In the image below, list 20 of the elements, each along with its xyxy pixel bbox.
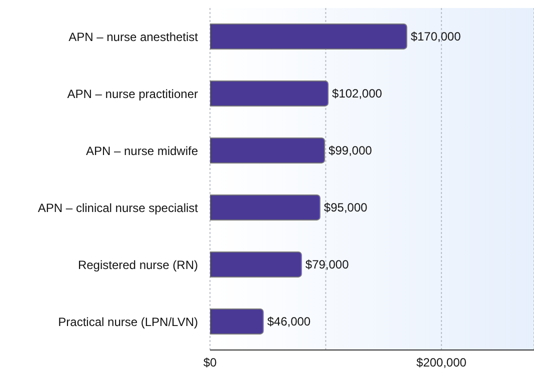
y-tick-label: APN – nurse anesthetist [68,30,199,44]
bar [210,251,302,278]
bar [210,80,329,106]
y-tick-label: APN – clinical nurse specialist [38,200,199,215]
bar [210,137,326,164]
data-label: $46,000 [267,314,311,329]
y-tick-label: APN – nurse midwife [86,144,198,158]
data-label: $102,000 [332,86,382,101]
x-tick-label: $200,000 [416,356,467,370]
y-tick-label: Practical nurse (LPN/LVN) [58,314,198,329]
data-label: $95,000 [324,200,368,215]
y-tick-label: Registered nurse (RN) [78,258,198,272]
x-tick-label: $0 [203,356,217,370]
data-label: $170,000 [410,30,462,44]
bar [210,308,264,334]
bar [210,194,320,220]
data-label: $79,000 [305,258,350,272]
data-label: $99,000 [328,144,372,158]
y-tick-label: APN – nurse practitioner [67,86,198,101]
bar [210,23,408,50]
